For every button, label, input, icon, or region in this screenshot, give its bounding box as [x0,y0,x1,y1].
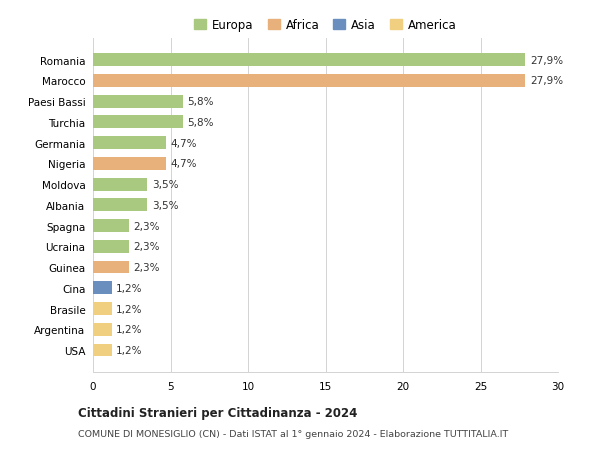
Bar [93,178,147,191]
Text: COMUNE DI MONESIGLIO (CN) - Dati ISTAT al 1° gennaio 2024 - Elaborazione TUTTITA: COMUNE DI MONESIGLIO (CN) - Dati ISTAT a… [78,429,508,438]
Text: 5,8%: 5,8% [188,97,214,107]
Bar [93,199,147,212]
Text: 1,2%: 1,2% [116,283,143,293]
Text: 1,2%: 1,2% [116,325,143,335]
Text: 1,2%: 1,2% [116,345,143,355]
Bar [93,220,128,233]
Bar [93,116,183,129]
Text: Cittadini Stranieri per Cittadinanza - 2024: Cittadini Stranieri per Cittadinanza - 2… [78,406,358,419]
Text: 27,9%: 27,9% [530,56,563,66]
Text: 3,5%: 3,5% [152,201,178,210]
Bar [93,137,166,150]
Bar [93,282,112,295]
Bar [93,302,112,315]
Bar [93,75,526,88]
Bar [93,241,128,253]
Text: 2,3%: 2,3% [133,263,160,273]
Legend: Europa, Africa, Asia, America: Europa, Africa, Asia, America [192,17,459,34]
Bar [93,261,128,274]
Text: 5,8%: 5,8% [188,118,214,128]
Bar [93,157,166,170]
Text: 3,5%: 3,5% [152,180,178,190]
Bar [93,54,526,67]
Text: 2,3%: 2,3% [133,221,160,231]
Text: 4,7%: 4,7% [170,138,197,148]
Bar [93,95,183,108]
Text: 1,2%: 1,2% [116,304,143,314]
Text: 2,3%: 2,3% [133,242,160,252]
Bar [93,323,112,336]
Bar [93,344,112,357]
Text: 4,7%: 4,7% [170,159,197,169]
Text: 27,9%: 27,9% [530,76,563,86]
